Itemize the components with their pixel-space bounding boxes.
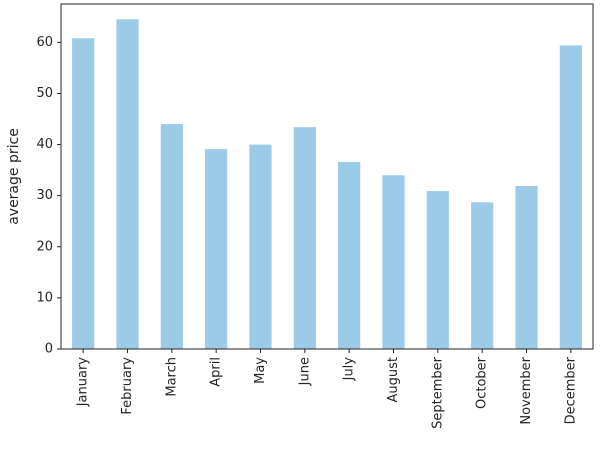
y-axis-ticks: 0 10 20 30 40 50 60 [36, 35, 61, 357]
x-tick-label: February [120, 357, 135, 415]
x-tick-label: June [297, 357, 312, 386]
y-tick-label: 10 [36, 290, 53, 305]
bar-august [382, 175, 405, 349]
x-tick-label: November [519, 356, 534, 424]
x-tick-label: July [342, 357, 357, 382]
bar-june [293, 127, 316, 349]
bar-february [116, 19, 139, 349]
y-tick-label: 60 [36, 35, 53, 50]
y-tick-label: 0 [45, 342, 53, 357]
bar-april [205, 149, 228, 349]
y-tick-label: 20 [36, 239, 53, 254]
plot-frame [60, 3, 594, 350]
x-tick-label: January [76, 357, 91, 408]
x-tick-label: August [386, 357, 401, 403]
bar-december [559, 45, 582, 350]
x-axis-ticks: January February March April May June July Augu… [76, 349, 578, 429]
bar-july [338, 161, 361, 349]
y-tick-label: 50 [36, 86, 53, 101]
x-tick-label: May [253, 357, 268, 384]
x-tick-label: September [430, 356, 445, 429]
y-axis-label: average price [6, 128, 22, 225]
y-tick-label: 40 [36, 137, 53, 152]
x-tick-label: December [563, 356, 578, 424]
bars-layer [72, 19, 582, 350]
bar-january [72, 38, 95, 349]
bar-october [471, 202, 494, 349]
x-tick-label: October [475, 356, 490, 409]
bar-march [160, 124, 183, 349]
bar-november [515, 185, 538, 349]
x-tick-label: March [164, 357, 179, 397]
bar-september [426, 191, 449, 349]
bar-may [249, 144, 272, 349]
y-tick-label: 30 [36, 188, 53, 203]
x-tick-label: April [209, 357, 224, 387]
